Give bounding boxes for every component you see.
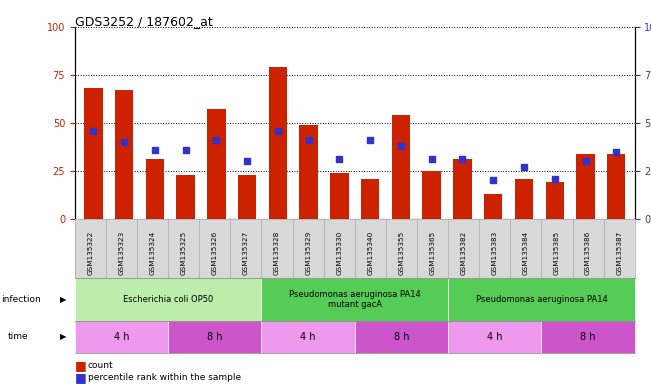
Text: 8 h: 8 h (394, 332, 409, 342)
Text: ■: ■ (75, 359, 87, 372)
Bar (392, 115, 410, 219)
Text: GSM135324: GSM135324 (150, 230, 156, 275)
Text: GSM135382: GSM135382 (461, 230, 467, 275)
Bar (299, 125, 318, 219)
Text: Escherichia coli OP50: Escherichia coli OP50 (123, 295, 214, 304)
Bar (515, 179, 533, 219)
Text: ■: ■ (75, 371, 87, 384)
Point (180, 147, 191, 153)
Text: GSM135329: GSM135329 (305, 230, 311, 275)
Text: GSM135327: GSM135327 (243, 230, 249, 275)
Text: GSM135387: GSM135387 (616, 230, 622, 275)
Text: GDS3252 / 187602_at: GDS3252 / 187602_at (75, 15, 213, 28)
Text: GSM135384: GSM135384 (523, 230, 529, 275)
Point (580, 158, 590, 164)
Text: ▶: ▶ (60, 295, 66, 304)
Bar (84, 88, 103, 219)
Text: 8 h: 8 h (207, 332, 223, 342)
Text: ▶: ▶ (60, 333, 66, 341)
Bar (115, 90, 133, 219)
Point (150, 147, 160, 153)
Bar (422, 171, 441, 219)
Text: GSM135365: GSM135365 (430, 230, 436, 275)
Point (88, 127, 98, 134)
Text: GSM135328: GSM135328 (274, 230, 280, 275)
Point (519, 164, 529, 170)
Text: GSM135355: GSM135355 (398, 230, 404, 275)
Text: GSM135330: GSM135330 (337, 230, 342, 275)
Bar (330, 173, 349, 219)
Bar (176, 175, 195, 219)
Text: infection: infection (1, 295, 41, 304)
Text: Pseudomonas aeruginosa PA14: Pseudomonas aeruginosa PA14 (475, 295, 607, 304)
Point (396, 143, 406, 149)
Point (488, 177, 499, 184)
Text: time: time (8, 333, 29, 341)
Text: GSM135383: GSM135383 (492, 230, 498, 275)
Text: Pseudomonas aeruginosa PA14
mutant gacA: Pseudomonas aeruginosa PA14 mutant gacA (289, 290, 421, 309)
Point (119, 139, 130, 145)
Bar (207, 109, 226, 219)
Bar (146, 159, 164, 219)
Text: GSM135326: GSM135326 (212, 230, 218, 275)
Bar (238, 175, 256, 219)
Text: GSM135385: GSM135385 (554, 230, 560, 275)
Point (334, 156, 344, 162)
Point (365, 137, 376, 143)
Text: GSM135322: GSM135322 (87, 230, 93, 275)
Point (611, 149, 622, 155)
Bar (361, 179, 380, 219)
Point (303, 137, 314, 143)
Bar (484, 194, 503, 219)
Text: 4 h: 4 h (114, 332, 130, 342)
Bar (607, 154, 626, 219)
Bar (453, 159, 472, 219)
Text: GSM135325: GSM135325 (181, 230, 187, 275)
Text: GSM135323: GSM135323 (118, 230, 124, 275)
Text: 4 h: 4 h (300, 332, 316, 342)
Text: 8 h: 8 h (580, 332, 596, 342)
Text: count: count (88, 361, 113, 370)
Point (273, 127, 283, 134)
Text: GSM135340: GSM135340 (367, 230, 373, 275)
Bar (576, 154, 595, 219)
Point (457, 156, 467, 162)
Bar (546, 182, 564, 219)
Point (242, 158, 253, 164)
Text: GSM135386: GSM135386 (585, 230, 591, 275)
Text: 4 h: 4 h (487, 332, 503, 342)
Point (426, 156, 437, 162)
Text: percentile rank within the sample: percentile rank within the sample (88, 372, 241, 382)
Point (211, 137, 221, 143)
Bar (269, 67, 287, 219)
Point (549, 175, 560, 182)
